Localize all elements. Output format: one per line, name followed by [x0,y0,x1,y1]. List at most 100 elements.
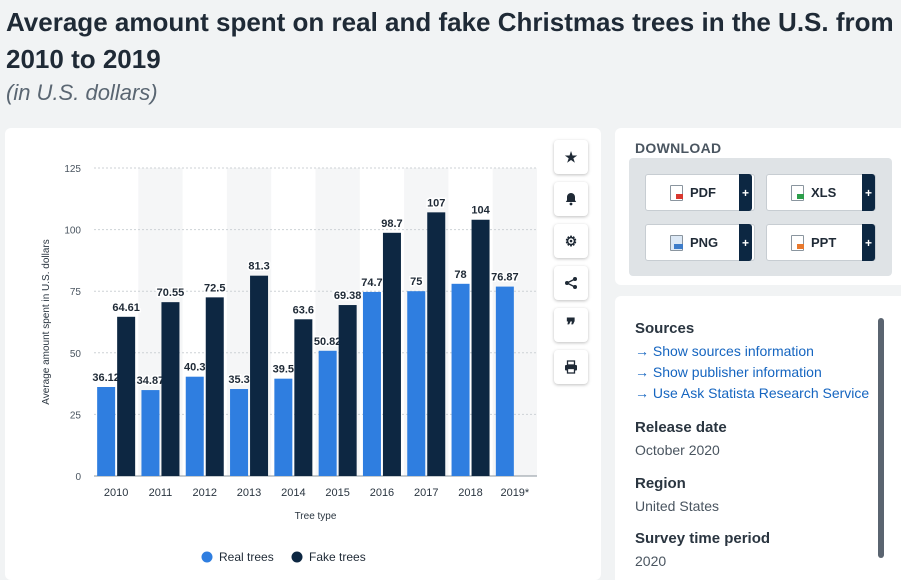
download-png-plus[interactable]: + [739,224,752,261]
settings-button[interactable]: ⚙ [554,224,588,258]
data-label: 72.5 [204,282,225,294]
x-tick-label: 2010 [104,487,128,499]
data-label: 76.87 [491,272,519,284]
printer-icon [565,360,577,374]
data-label: 40.3 [184,362,205,374]
survey-period-value: 2020 [635,553,667,569]
data-label: 107 [427,197,445,209]
show-publisher-label: Show publisher information [652,364,822,380]
pdf-file-icon [670,184,683,201]
show-publisher-link[interactable]: → Show publisher information [635,364,822,380]
data-label: 64.61 [112,302,140,314]
ask-statista-link[interactable]: → Use Ask Statista Research Service [635,385,869,401]
page-subtitle: (in U.S. dollars) [6,80,158,105]
show-sources-label: Show sources information [652,343,814,359]
y-axis-title: Average amount spent in U.S. dollars [41,239,52,404]
x-tick-label: 2016 [370,487,394,499]
data-label: 69.38 [334,290,362,302]
bell-icon [565,193,577,206]
arrow-right-icon: → [635,343,649,359]
data-label: 63.6 [293,304,314,316]
legend-marker-fake-trees [291,551,303,563]
bar-fake-trees [250,275,269,476]
ask-statista-label: Use Ask Statista Research Service [652,385,870,401]
region-heading: Region [635,475,686,492]
bar-fake-trees [338,305,357,476]
xls-file-icon [791,184,804,201]
release-date-value: October 2020 [635,442,720,458]
x-tick-label: 2018 [458,487,482,499]
bar-real-trees [230,389,249,476]
gear-icon: ⚙ [564,232,578,249]
data-label: 74.7 [361,277,382,289]
data-label: 98.7 [381,218,402,230]
x-tick-label: 2017 [414,487,438,499]
y-tick-label: 100 [64,226,81,237]
download-pdf-button[interactable]: PDF [645,174,755,211]
arrow-right-icon: → [635,364,649,380]
bar-real-trees [141,390,160,476]
sources-heading: Sources [635,320,695,337]
data-label: 34.87 [137,375,165,387]
bar-chart: 0 25 50 75 100 125 36.12 64.61 2010 34.87 70.55 201… [41,164,537,564]
download-ppt-button[interactable]: PPT [766,224,876,261]
x-axis-title: Tree type [295,511,337,522]
data-label: 39.5 [273,364,294,376]
bar-fake-trees [205,297,224,476]
chart-toolbar: ★ ⚙ ❞ [554,140,588,392]
download-pdf-plus[interactable]: + [739,174,752,211]
x-tick-label: 2015 [325,487,349,499]
download-xls-plus[interactable]: + [862,174,875,211]
legend-label-fake-trees: Fake trees [309,550,366,564]
show-sources-link[interactable]: → Show sources information [635,343,814,359]
share-icon [565,277,577,289]
bar-real-trees [318,350,337,476]
download-png-button[interactable]: PNG [645,224,755,261]
bar-real-trees [407,291,426,476]
ppt-file-icon [791,234,804,251]
x-tick-label: 2014 [281,487,305,499]
png-file-icon [670,234,683,251]
bar-fake-trees [294,319,313,476]
print-button[interactable] [554,350,588,384]
legend-marker-real-trees [201,551,213,563]
bar-fake-trees [161,302,180,476]
bar-real-trees [451,283,470,476]
info-scrollbar[interactable] [878,318,884,558]
share-button[interactable] [554,266,588,300]
x-tick-label: 2019* [500,487,529,499]
x-tick-label: 2011 [149,487,173,499]
y-tick-label: 75 [70,287,82,298]
bar-fake-trees [117,316,136,476]
bar-real-trees [185,376,204,476]
notification-button[interactable] [554,182,588,216]
favorite-button[interactable]: ★ [554,140,588,174]
bar-fake-trees [471,219,490,476]
bar-fake-trees [427,212,446,476]
download-card: DOWNLOAD PDF + XLS + PNG + PPT + [615,128,901,285]
data-label: 70.55 [157,287,185,299]
star-icon: ★ [564,148,578,165]
cite-button[interactable]: ❞ [554,308,588,342]
bar-real-trees [362,291,381,476]
data-label: 81.3 [248,261,269,273]
x-tick-label: 2012 [193,487,217,499]
y-tick-label: 50 [70,349,82,360]
y-tick-label: 25 [70,410,82,421]
data-label: 75 [410,276,422,288]
page-title: Average amount spent on real and fake Ch… [6,7,894,74]
download-panel: PDF + XLS + PNG + PPT + [629,158,892,276]
download-pdf-label: PDF [690,185,716,200]
survey-period-heading: Survey time period [635,530,771,547]
chart-card: 0 25 50 75 100 125 36.12 64.61 2010 34.87 70.55 201… [5,128,601,580]
y-tick-label: 125 [64,164,81,175]
y-tick-label: 0 [75,472,81,483]
bar-fake-trees [382,232,401,476]
download-ppt-plus[interactable]: + [862,224,875,261]
data-label: 50.82 [314,336,342,348]
download-ppt-label: PPT [811,235,837,250]
download-png-label: PNG [690,235,719,250]
legend-label-real-trees: Real trees [219,550,274,564]
download-xls-button[interactable]: XLS [766,174,876,211]
region-value: United States [635,498,720,514]
